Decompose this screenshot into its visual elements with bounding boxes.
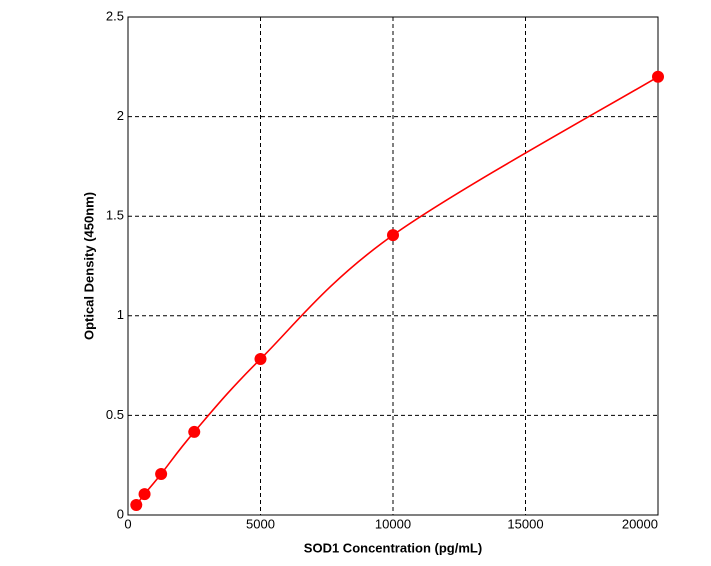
data-point bbox=[652, 70, 664, 83]
x-tick-label: 5000 bbox=[246, 516, 275, 531]
x-tick-label: 0 bbox=[124, 516, 131, 531]
data-point bbox=[155, 467, 168, 480]
plot-frame bbox=[127, 16, 659, 516]
y-tick-label: 0 bbox=[117, 506, 124, 521]
data-point bbox=[254, 353, 267, 366]
y-tick-label: 1.5 bbox=[106, 208, 124, 223]
data-point bbox=[138, 488, 151, 501]
x-axis-title: SOD1 Concentration (pg/mL) bbox=[304, 540, 482, 555]
x-tick-label: 15000 bbox=[507, 516, 543, 531]
y-tick-label: 1 bbox=[117, 307, 124, 322]
y-tick-label: 0.5 bbox=[106, 407, 124, 422]
x-tick-label: 20000 bbox=[622, 516, 658, 531]
data-point bbox=[188, 425, 201, 438]
y-tick-label: 2.5 bbox=[106, 8, 124, 23]
y-axis-title: Optical Density (450nm) bbox=[81, 192, 96, 340]
data-point bbox=[130, 499, 143, 512]
y-tick-label: 2 bbox=[117, 108, 124, 123]
data-point bbox=[387, 229, 399, 242]
x-tick-label: 10000 bbox=[375, 516, 411, 531]
